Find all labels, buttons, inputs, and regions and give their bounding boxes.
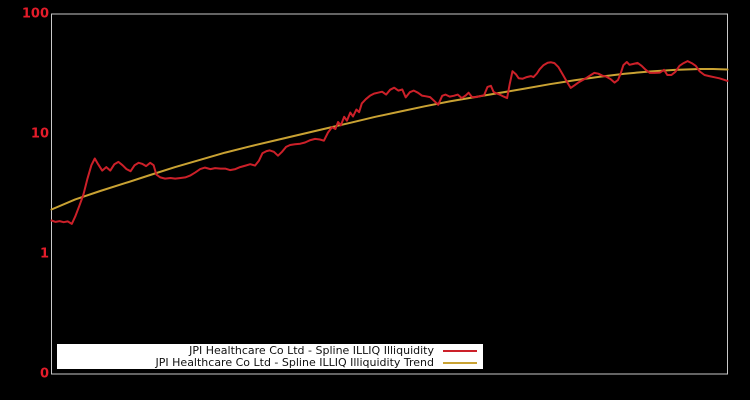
legend-label-trend: JPI Healthcare Co Ltd - Spline ILLIQ Ill… [155,355,434,369]
legend-row-trend: JPI Healthcare Co Ltd - Spline ILLIQ Ill… [57,355,483,369]
illiquidity-trend-line [50,68,729,211]
plot-frame [51,13,728,375]
y-tick-label-0: 0 [40,367,49,382]
legend-label-illiquidity: JPI Healthcare Co Ltd - Spline ILLIQ Ill… [189,343,434,357]
y-tick-label-1: 1 [40,247,49,262]
legend-swatch-illiquidity-line-icon [443,349,477,352]
y-tick-label-10: 10 [31,127,49,142]
legend-swatch-trend-line-icon [443,361,477,364]
legend: JPI Healthcare Co Ltd - Spline ILLIQ Ill… [57,344,483,369]
legend-row-illiquidity: JPI Healthcare Co Ltd - Spline ILLIQ Ill… [57,343,483,357]
illiquidity-line [50,60,729,225]
y-tick-label-100: 100 [22,7,49,22]
